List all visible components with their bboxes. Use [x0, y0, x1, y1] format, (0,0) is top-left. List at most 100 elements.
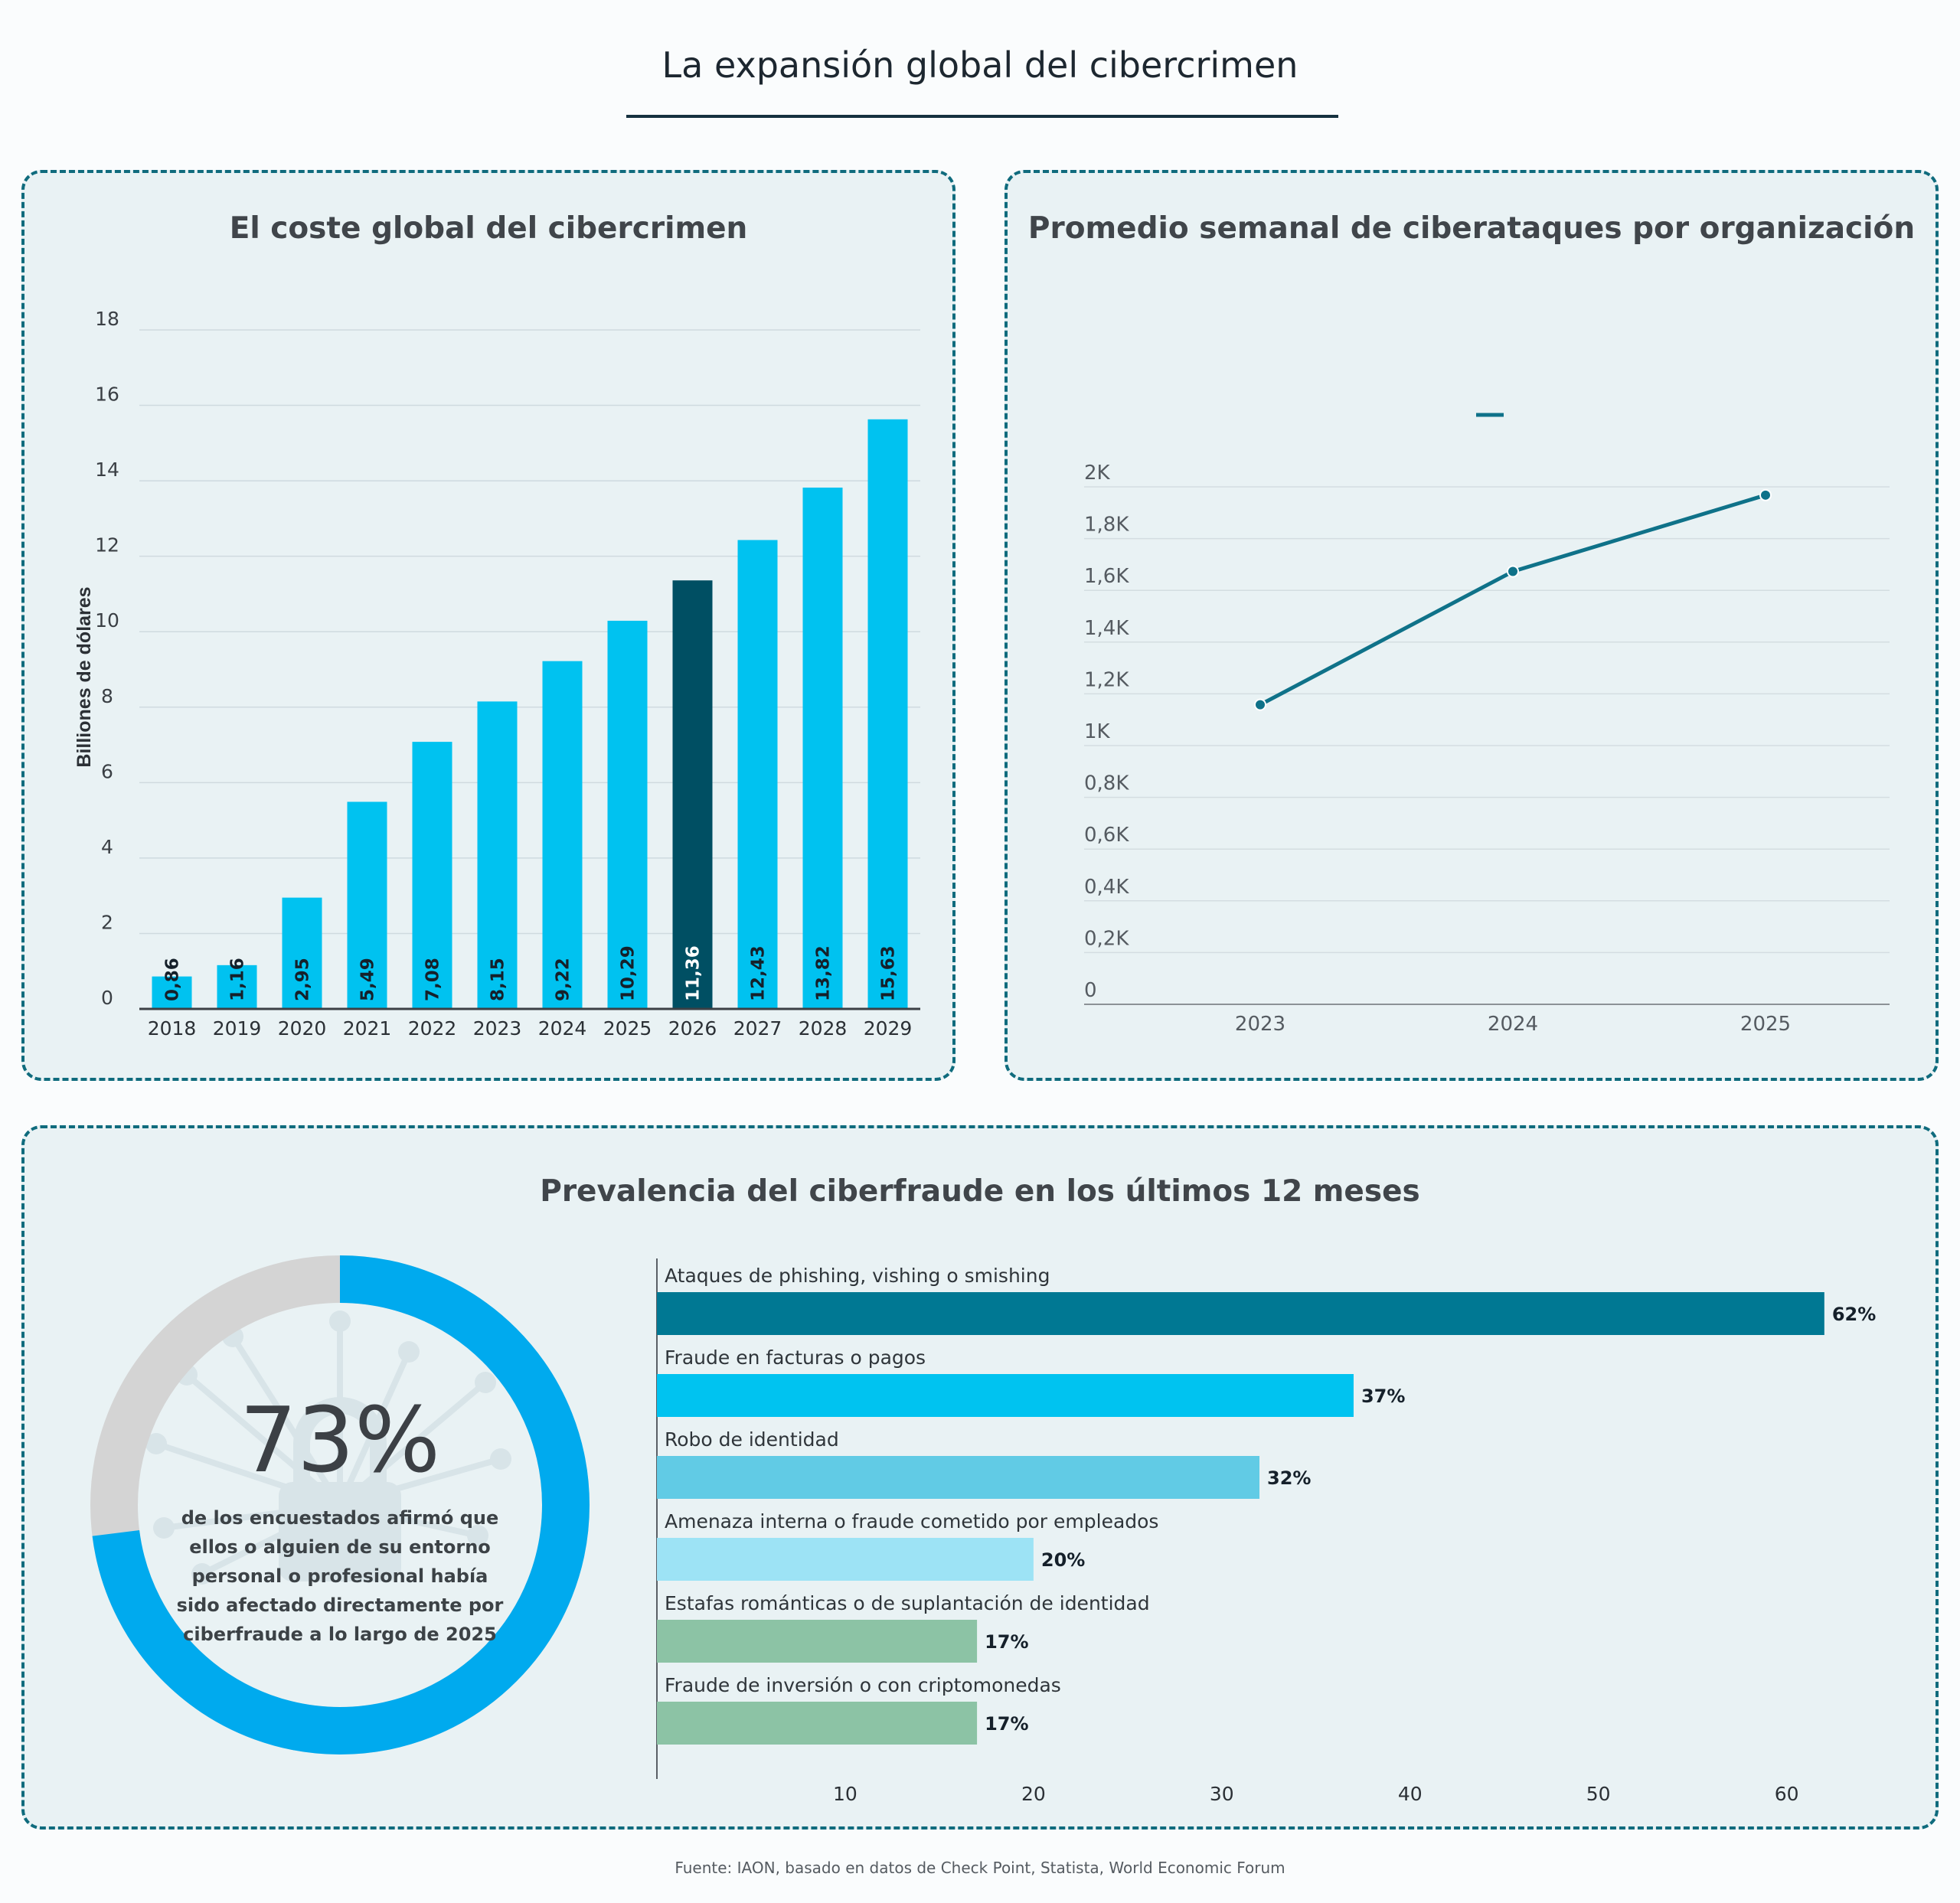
circuit-trace: [163, 1502, 341, 1531]
y-tick-label: 2K: [1084, 462, 1111, 485]
x-tick-label: 2027: [733, 1017, 782, 1040]
bar-value-label: 20%: [1041, 1549, 1085, 1571]
circuit-node: [191, 1563, 213, 1585]
bar-value-label: 8,15: [488, 958, 508, 1001]
attacks-chart-title: Promedio semanal de ciberataques por org…: [1027, 211, 1916, 246]
donut-svg: [90, 1255, 590, 1754]
x-tick-label: 10: [833, 1783, 858, 1805]
bar-value-label: 12,43: [749, 945, 769, 1001]
x-tick-label: 2024: [1488, 1013, 1538, 1036]
circuit-trace: [230, 1334, 343, 1507]
bar: [282, 897, 322, 1009]
fraud-hbar-chart: Ataques de phishing, vishing o smishing 6…: [656, 1258, 1876, 1805]
bar-value-label: 62%: [1832, 1304, 1876, 1325]
bar: [737, 540, 778, 1009]
attacks-line-chart: 0 0,2K 0,4K 0,6K 0,8K 1K 1,2K 1,4K 1,6K 1,8K 2K 202…: [1084, 413, 1890, 1036]
donut-value-slice: [90, 1255, 590, 1754]
attacks-chart-panel: Promedio semanal de ciberataques por org…: [1004, 170, 1939, 1081]
data-point: [1759, 488, 1772, 501]
page-title: La expansión global del cibercrimen: [662, 44, 1298, 86]
fraud-panel: Prevalencia del ciberfraude en los últim…: [21, 1125, 1939, 1830]
category-label: Amenaza interna o fraude cometido por em…: [665, 1510, 1158, 1533]
bar-value-label: 7,08: [423, 958, 443, 1001]
x-tick-label: 30: [1210, 1783, 1234, 1805]
y-tick-label: 0,2K: [1084, 927, 1129, 950]
bar: [657, 1374, 1354, 1417]
bar: [477, 701, 518, 1009]
bar-value-label: 13,82: [814, 945, 834, 1001]
circuit-node: [329, 1311, 351, 1332]
x-tick-label: 2029: [864, 1017, 913, 1040]
donut-chart: 73% de los encuestados afirmó que ellos …: [87, 1252, 593, 1758]
donut-percentage: 73%: [239, 1387, 441, 1493]
donut-text-line: ellos o alguien de su entorno: [189, 1536, 491, 1558]
bar-value-label: 1,16: [228, 958, 248, 1001]
y-tick-label: 4: [101, 836, 113, 858]
circuit-node: [475, 1372, 496, 1393]
bar-value-label: 37%: [1361, 1386, 1405, 1407]
bar: [607, 620, 648, 1009]
x-tick-label: 40: [1398, 1783, 1423, 1805]
circuit-trace: [201, 1502, 341, 1577]
circuit-trace: [155, 1441, 341, 1508]
bar: [657, 1456, 1259, 1499]
circuit-node: [490, 1448, 511, 1470]
x-tick-label: 50: [1586, 1783, 1611, 1805]
bar: [152, 976, 192, 1009]
donut-text-line: ciberfraude a lo largo de 2025: [183, 1624, 497, 1645]
bar-value-label: 0,86: [163, 958, 183, 1001]
cost-bar-chart: 0 2 4 6 8 10 12 14 16 18 Billiones de dólares 0,86 2…: [74, 308, 920, 1040]
circuit-trace: [185, 1372, 342, 1508]
lock-shackle-shape: [293, 1397, 387, 1482]
bar: [217, 965, 257, 1009]
data-point: [1254, 698, 1266, 711]
x-tick-label: 2023: [1235, 1013, 1285, 1036]
data-point: [1507, 565, 1519, 578]
x-tick-label: 2025: [1740, 1013, 1791, 1036]
y-tick-label: 1,2K: [1084, 668, 1129, 691]
y-axis-title: Billiones de dólares: [74, 586, 95, 767]
y-tick-label: 18: [95, 308, 119, 330]
y-tick-label: 1,4K: [1084, 617, 1129, 640]
source-note: Fuente: IAON, basado en datos de Check P…: [675, 1859, 1285, 1877]
circuit-node: [398, 1341, 420, 1363]
donut-description: de los encuestados afirmó que ellos o al…: [87, 1503, 593, 1649]
bar-value-label: 5,49: [358, 958, 378, 1001]
bar: [542, 661, 583, 1009]
y-tick-label: 16: [95, 384, 119, 406]
cost-chart-title: El coste global del cibercrimen: [229, 211, 748, 246]
y-tick-label: 14: [95, 459, 119, 481]
category-label: Fraude de inversión o con criptomonedas: [665, 1674, 1061, 1696]
circuit-trace: [339, 1502, 479, 1539]
x-tick-label: 2022: [408, 1017, 457, 1040]
bar-value-label: 17%: [985, 1713, 1028, 1735]
category-label: Fraude en facturas o pagos: [665, 1346, 926, 1369]
y-tick-label: 0: [101, 987, 113, 1009]
y-tick-label: 1,8K: [1084, 514, 1129, 537]
circuit-node: [145, 1433, 167, 1454]
y-tick-label: 6: [101, 760, 113, 782]
cost-chart-panel: El coste global del cibercrimen 0 2 4 6 8 10 1…: [21, 170, 956, 1081]
x-tick-label: 2018: [148, 1017, 197, 1040]
bar: [672, 580, 713, 1009]
x-tick-label: 2019: [213, 1017, 262, 1040]
donut-text-line: de los encuestados afirmó que: [181, 1507, 499, 1529]
bar: [867, 419, 908, 1009]
y-tick-label: 0,4K: [1084, 876, 1129, 899]
bar-value-label: 10,29: [619, 945, 639, 1001]
y-tick-label: 12: [95, 534, 119, 557]
bar: [657, 1702, 978, 1745]
y-tick-label: 2: [101, 911, 113, 933]
x-tick-label: 2024: [538, 1017, 587, 1040]
bar-value-label: 11,36: [684, 945, 704, 1001]
donut-text-line: sido afectado directamente por: [176, 1595, 504, 1616]
x-tick-label: 60: [1775, 1783, 1799, 1805]
circuit-trace: [338, 1456, 502, 1508]
fraud-chart-title: Prevalencia del ciberfraude en los últim…: [540, 1174, 1420, 1209]
bar: [657, 1620, 978, 1663]
circuit-node: [153, 1517, 175, 1539]
circuit-trace: [337, 1350, 412, 1506]
bar: [657, 1538, 1034, 1581]
series-line: [1259, 493, 1766, 707]
bar: [657, 1292, 1824, 1335]
